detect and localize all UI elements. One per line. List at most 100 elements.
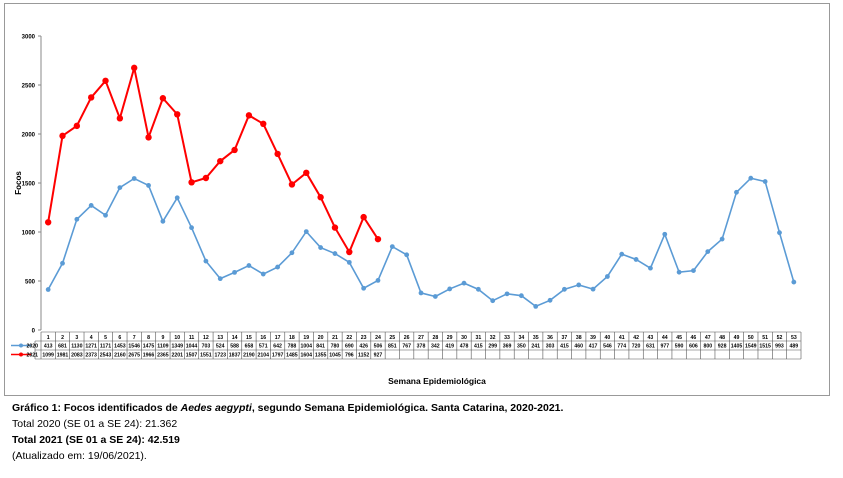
- data-point-2020: [619, 251, 625, 257]
- data-point-2020: [418, 290, 424, 296]
- data-point-2020: [375, 278, 381, 283]
- data-label-2020: 841: [316, 344, 325, 350]
- x-tick-label: 31: [475, 335, 481, 341]
- data-label-2020: 460: [574, 344, 583, 350]
- data-point-2021: [360, 213, 367, 221]
- data-point-2021: [174, 111, 181, 118]
- x-tick-label: 27: [418, 335, 424, 341]
- x-tick-label: 35: [533, 335, 539, 341]
- legend-marker-2021: [19, 352, 23, 357]
- y-tick-label: 3000: [22, 35, 36, 41]
- data-label-2020: 1109: [157, 344, 168, 350]
- data-point-2020: [490, 298, 496, 304]
- caption-title-suffix: , segundo Semana Epidemiológica. Santa C…: [251, 402, 564, 414]
- data-label-2020: 1475: [143, 344, 155, 350]
- data-label-2020: 993: [775, 344, 784, 350]
- data-label-2020: 524: [216, 344, 225, 350]
- data-label-2020: 350: [517, 344, 526, 350]
- data-label-2020: 720: [632, 344, 641, 350]
- data-point-2020: [533, 303, 539, 309]
- data-label-2020: 658: [245, 344, 254, 350]
- data-point-2020: [432, 294, 438, 299]
- data-point-2021: [145, 134, 152, 141]
- data-point-2020: [590, 286, 596, 292]
- data-point-2020: [447, 286, 453, 292]
- data-point-2020: [232, 269, 237, 275]
- data-label-2020: 369: [503, 344, 512, 350]
- data-label-2021: 1981: [57, 353, 69, 359]
- data-label-2020: 590: [675, 344, 684, 350]
- x-tick-label: 46: [691, 335, 697, 341]
- chart-frame: 0 500 1000 1500 2000 2500 3000 Focos 1 2 3 4 5 6 7 8 9 10…: [4, 3, 830, 396]
- data-point-2021: [159, 95, 167, 102]
- data-point-2021: [44, 219, 52, 226]
- x-tick-label: 10: [174, 335, 180, 341]
- data-point-2021: [217, 157, 224, 165]
- series-line-2021: [47, 67, 379, 255]
- data-point-2020: [605, 274, 610, 279]
- x-tick-label: 44: [662, 335, 668, 341]
- data-label-2020: 1405: [731, 344, 743, 350]
- x-tick-label: 24: [375, 335, 381, 341]
- data-label-2020: 1549: [745, 344, 757, 350]
- data-point-2021: [303, 169, 310, 177]
- x-tick-label: 8: [147, 335, 150, 341]
- caption-species: Aedes aegypti: [180, 402, 252, 414]
- data-label-2021: 1045: [329, 353, 341, 359]
- data-point-2020: [648, 265, 653, 271]
- data-point-2020: [103, 212, 108, 218]
- data-label-2020: 690: [345, 344, 354, 350]
- data-label-2020: 378: [417, 344, 426, 350]
- x-tick-label: 23: [361, 335, 367, 341]
- data-label-2020: 788: [288, 344, 297, 350]
- data-label-2020: 1004: [301, 344, 313, 350]
- data-point-2021: [87, 94, 95, 101]
- y-tick-label: 2000: [22, 133, 36, 139]
- data-point-2020: [88, 203, 94, 208]
- x-tick-label: 42: [633, 335, 639, 341]
- x-tick-label: 29: [447, 335, 453, 341]
- x-tick-label: 18: [289, 335, 295, 341]
- data-point-2020: [561, 286, 567, 292]
- data-point-2020: [246, 263, 252, 268]
- data-label-2020: 419: [445, 344, 454, 350]
- data-point-2020: [117, 185, 123, 191]
- x-tick-label: 11: [189, 335, 195, 341]
- data-point-2021: [59, 132, 66, 140]
- data-label-2020: 977: [660, 344, 669, 350]
- y-tick-label: 0: [32, 329, 36, 335]
- data-point-2021: [202, 174, 210, 182]
- data-label-2021: 1966: [143, 353, 155, 359]
- data-label-2020: 415: [474, 344, 483, 350]
- data-point-2020: [361, 285, 367, 291]
- x-tick-label: 53: [791, 335, 797, 341]
- data-label-2020: 506: [374, 344, 383, 350]
- x-tick-label: 17: [275, 335, 281, 341]
- x-tick-label: 45: [676, 335, 682, 341]
- data-point-2020: [260, 271, 266, 277]
- caption-title-prefix: Gráfico 1: Focos identificados de: [12, 402, 181, 414]
- data-point-2020: [518, 293, 524, 299]
- data-point-2021: [231, 146, 238, 154]
- data-point-2020: [217, 276, 223, 282]
- data-point-2020: [777, 230, 782, 236]
- y-tick-label: 1500: [22, 182, 36, 188]
- x-tick-label: 37: [562, 335, 568, 341]
- x-tick-label: 36: [547, 335, 553, 341]
- data-point-2020: [547, 297, 553, 303]
- x-tick-label: 49: [734, 335, 740, 341]
- data-point-2020: [633, 257, 639, 262]
- data-label-2020: 1271: [85, 344, 97, 350]
- y-tick-label: 2500: [22, 84, 36, 90]
- data-label-2020: 681: [58, 344, 67, 350]
- data-point-2021: [317, 194, 324, 201]
- x-tick-label: 30: [461, 335, 467, 341]
- x-tick-label: 22: [346, 335, 352, 341]
- data-point-2020: [719, 236, 725, 242]
- x-tick-label: 33: [504, 335, 510, 341]
- x-tick-label: 52: [777, 335, 783, 341]
- data-label-2020: 703: [202, 344, 211, 350]
- x-tick-label: 2: [61, 335, 64, 341]
- data-label-2021: 1507: [186, 353, 198, 359]
